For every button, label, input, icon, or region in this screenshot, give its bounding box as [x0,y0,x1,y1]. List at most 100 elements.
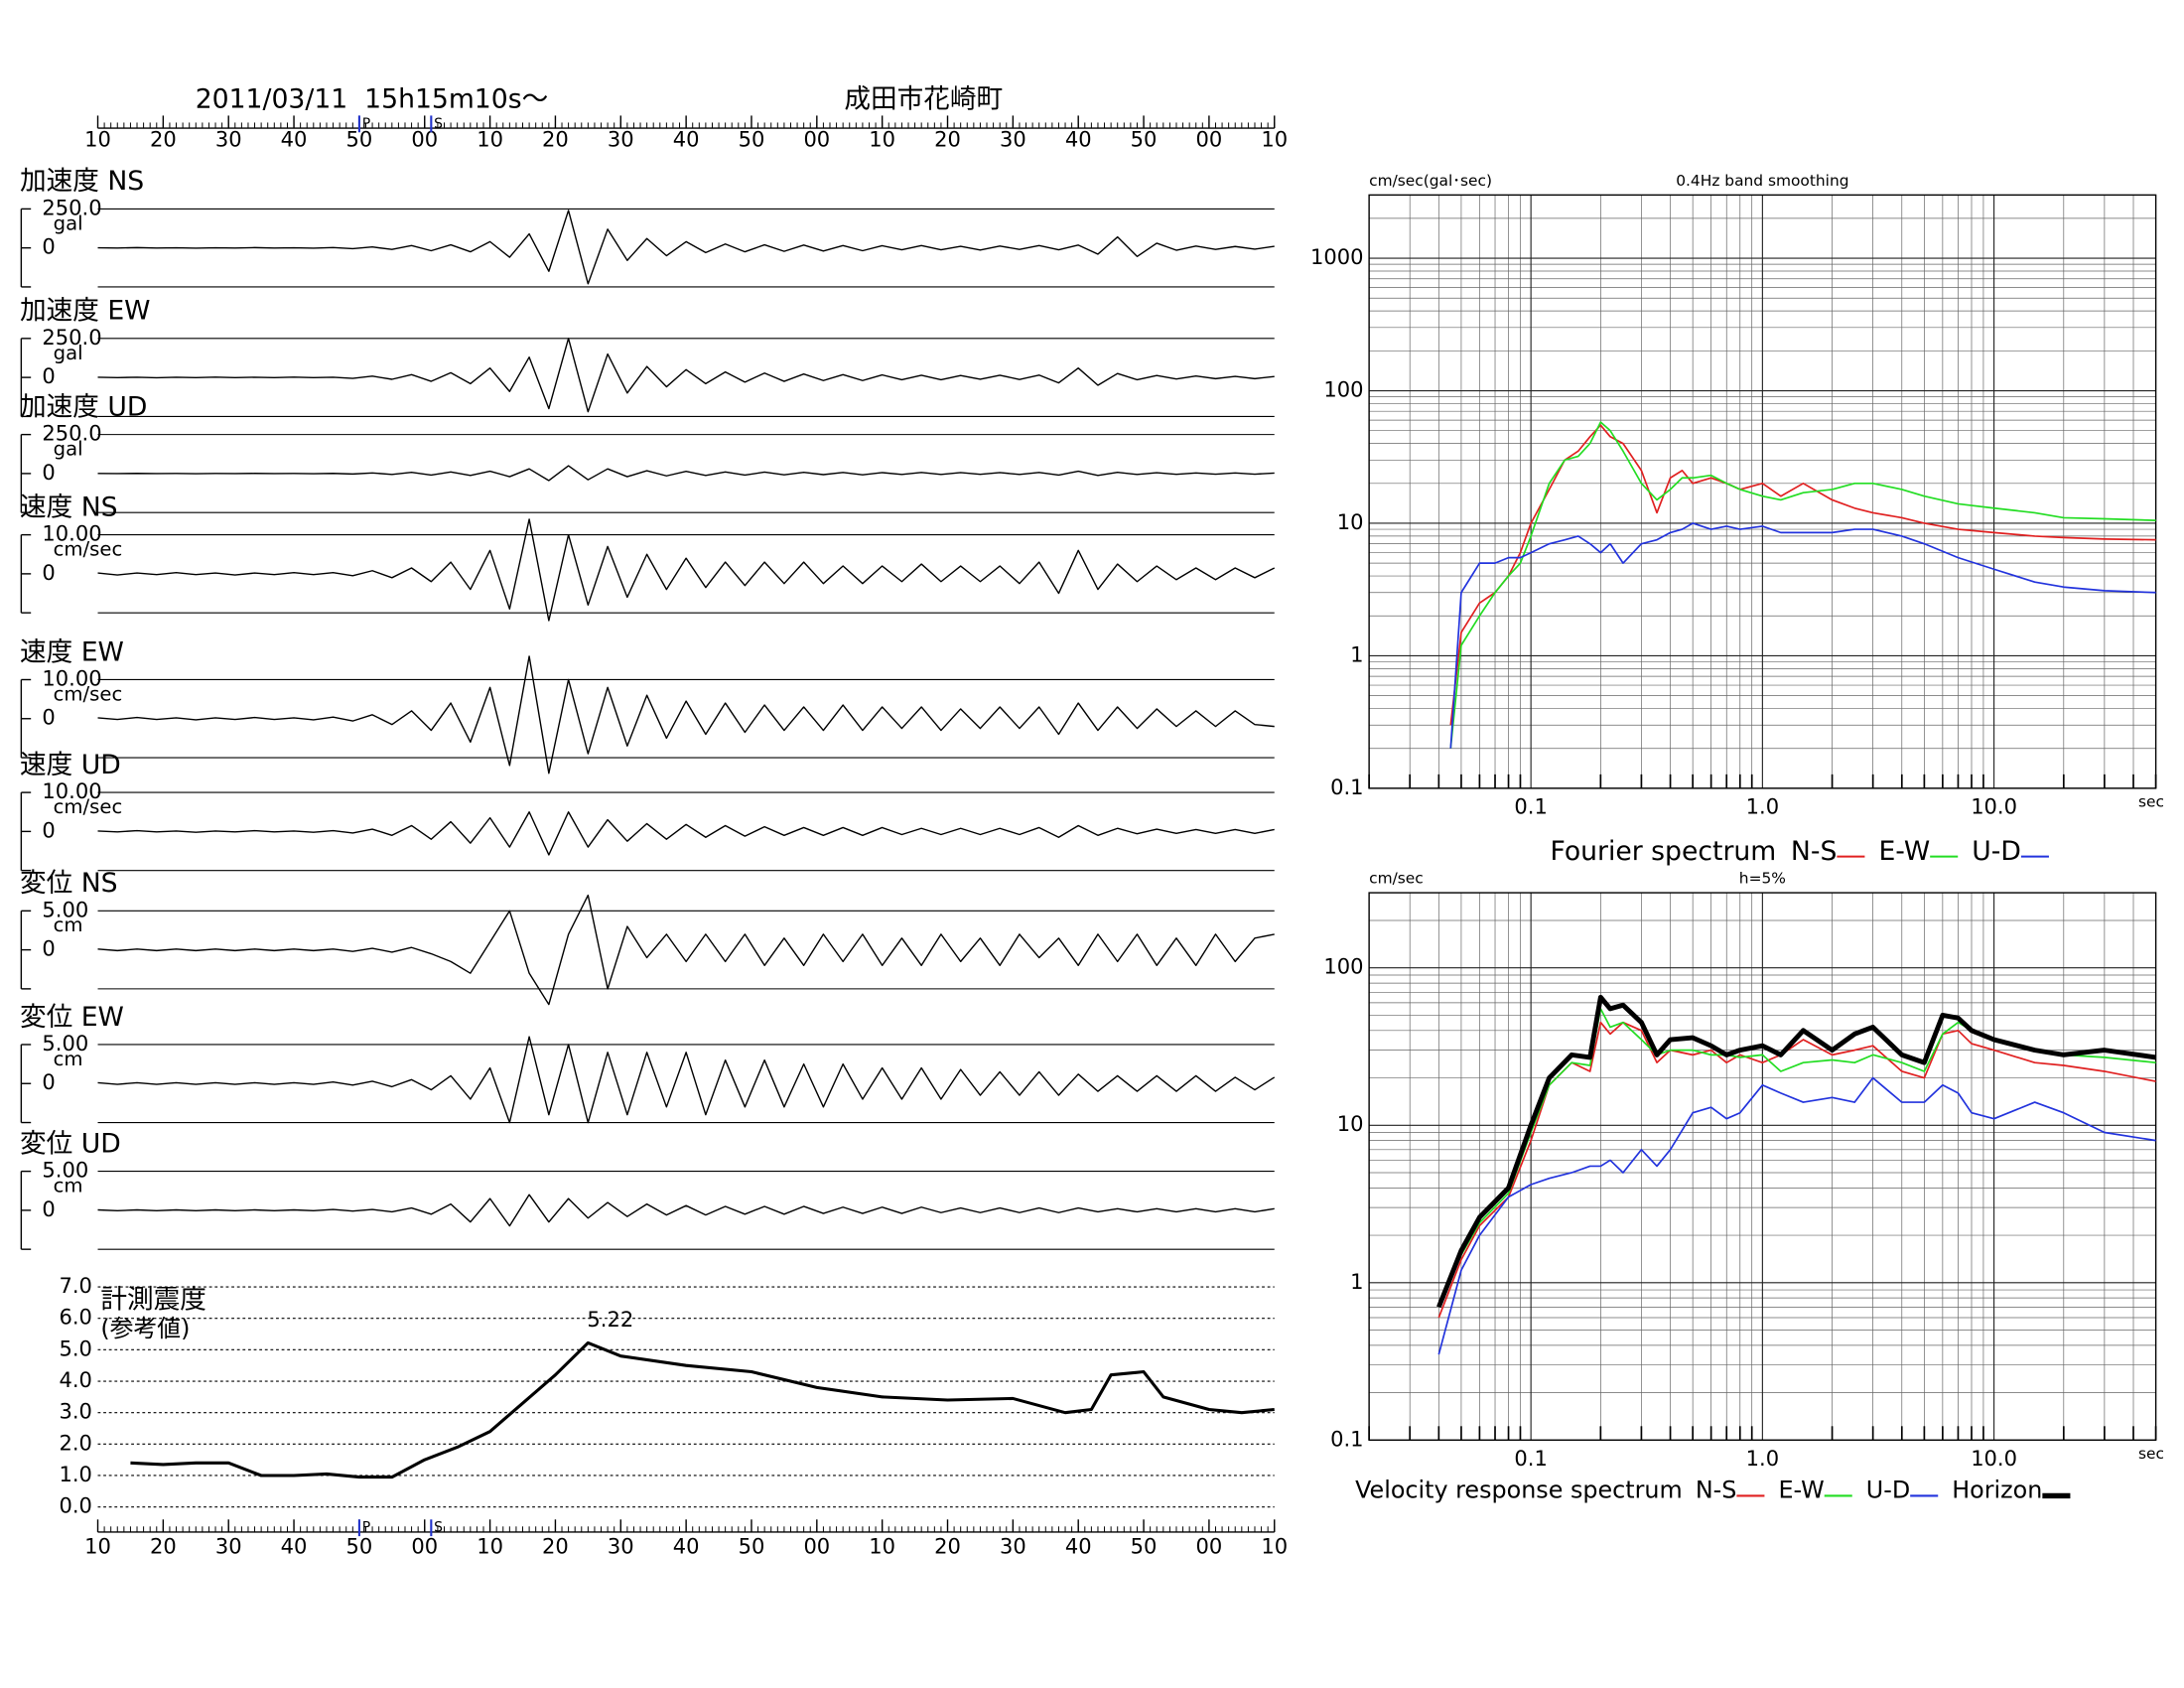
unit-label: gal [54,342,83,364]
waveform-trace [97,655,1275,774]
y-tick-label: 0 [42,936,55,961]
station-name: 成田市花崎町 [844,83,1003,114]
legend-title: Velocity response spectrum [1355,1477,1683,1504]
panel-title: 加速度 NS [20,166,144,197]
x-axis-label: sec [2138,792,2164,810]
waveform-trace [97,210,1275,285]
x-tick-label: 00 [1196,127,1223,152]
legend-title: Fourier spectrum [1550,836,1776,867]
x-tick-label: 40 [1065,1533,1092,1558]
x-tick-label: 10 [1261,127,1288,152]
y-tick-label: 10 [1337,509,1364,534]
unit-label: cm [54,1048,83,1070]
x-tick-label: 30 [608,127,634,152]
phase-marker-label: S [434,1520,443,1536]
intensity-line [130,1340,1275,1479]
y-tick-label: 0 [42,1069,55,1094]
x-tick-label: 20 [934,1533,961,1558]
x-tick-label: 1.0 [1746,794,1779,819]
y-tick-label: 0 [42,234,55,259]
x-tick-label: 10 [869,127,895,152]
x-tick-label: 20 [542,127,569,152]
y-tick-label: 1 [1350,1269,1363,1294]
y-tick-label: 10.00 [42,665,101,690]
chart-title: 0.4Hz band smoothing [1676,172,1848,190]
x-tick-label: 50 [1131,1533,1158,1558]
x-tick-label: 20 [150,1533,177,1558]
x-tick-label: 20 [150,127,177,152]
legend-label: U-D [1866,1477,1910,1504]
y-tick-label: 10 [1337,1111,1364,1136]
panel-title: 加速度 UD [20,391,147,422]
x-tick-label: 00 [411,127,438,152]
panel-title: 速度 UD [20,750,121,780]
plot-frame [1368,194,2157,789]
y-tick-label: 250.0 [42,421,101,446]
y-tick-label: 0 [42,460,55,485]
y-tick-label: 1.0 [59,1462,91,1486]
x-tick-label: 0.1 [1514,794,1547,819]
x-tick-label: 10.0 [1971,1446,2017,1471]
x-tick-label: 10 [869,1533,895,1558]
y-axis-label: cm/sec [1369,870,1424,888]
x-tick-label: 20 [934,127,961,152]
y-tick-label: 100 [1323,377,1363,402]
legend-label: Horizon [1952,1477,2042,1504]
x-tick-label: 50 [346,1533,373,1558]
y-tick-label: 0.1 [1330,1426,1363,1451]
x-tick-label: 30 [215,127,242,152]
x-tick-label: 00 [803,127,830,152]
chart-subtitle: (参考値) [100,1315,190,1342]
y-tick-label: 0.1 [1330,774,1363,799]
spectrum-line [1437,1076,2156,1355]
x-tick-label: 10 [84,1533,111,1558]
y-tick-label: 3.0 [59,1399,91,1424]
x-tick-label: 0.1 [1514,1446,1547,1471]
panel-title: 速度 NS [20,492,118,522]
x-tick-label: 10.0 [1971,794,2017,819]
record-datetime: 2011/03/11 15h15m10s～ [196,83,549,114]
legend-label: U-D [1972,836,2021,867]
x-tick-label: 10 [477,127,503,152]
panel-title: 変位 NS [20,868,118,899]
phase-marker-label: S [434,116,443,132]
phase-marker-label: P [362,1520,370,1536]
y-tick-label: 0 [42,705,55,730]
waveform-trace [97,338,1275,413]
spectrum-line [1449,421,2156,749]
y-tick-label: 250.0 [42,195,101,219]
y-tick-label: 2.0 [59,1430,91,1455]
x-tick-label: 00 [411,1533,438,1558]
y-tick-label: 1000 [1310,244,1363,269]
x-tick-label: 40 [281,127,308,152]
y-tick-label: 5.00 [42,1031,88,1055]
y-tick-label: 0.0 [59,1493,91,1518]
panel-title: 変位 UD [20,1128,121,1159]
waveform-trace [97,465,1275,482]
unit-label: gal [54,211,83,234]
y-tick-label: 1 [1350,641,1363,666]
legend-label: E-W [1878,836,1930,867]
waveform-trace [97,894,1275,1006]
x-tick-label: 40 [1065,127,1092,152]
y-tick-label: 5.00 [42,897,88,921]
x-tick-label: 10 [477,1533,503,1558]
y-tick-label: 4.0 [59,1367,91,1392]
unit-label: cm/sec [54,682,123,705]
waveform-trace [97,1036,1276,1124]
unit-label: cm [54,914,83,936]
panel-title: 加速度 EW [20,296,151,327]
legend-label: N-S [1696,1477,1737,1504]
y-tick-label: 10.00 [42,778,101,803]
chart-title: h=5% [1739,870,1786,888]
x-tick-label: 40 [281,1533,308,1558]
x-tick-label: 40 [673,127,700,152]
x-tick-label: 30 [608,1533,634,1558]
panel-title: 変位 EW [20,1002,124,1033]
x-tick-label: 20 [542,1533,569,1558]
x-tick-label: 30 [215,1533,242,1558]
y-tick-label: 5.0 [59,1336,91,1360]
spectrum-line [1449,522,2156,749]
y-tick-label: 7.0 [59,1273,91,1298]
